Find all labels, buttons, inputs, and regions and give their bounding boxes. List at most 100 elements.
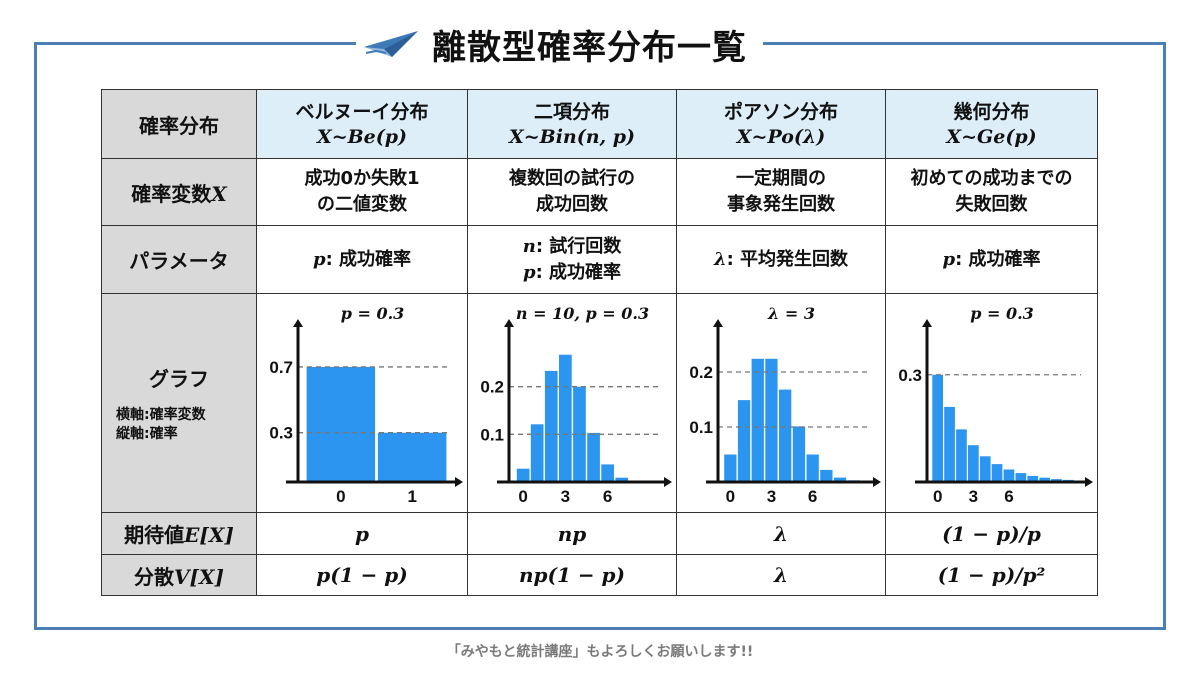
chart-bar xyxy=(979,456,991,482)
chart-x-tick-label: 6 xyxy=(807,487,816,506)
variable-line: 複数回の試行の xyxy=(509,168,635,189)
colhead-poisson: ポアソン分布 X~Po(λ) xyxy=(676,89,886,159)
param-symbol: n xyxy=(522,235,536,257)
chart-bar xyxy=(943,406,955,482)
chart-bar xyxy=(1003,469,1014,482)
cell-var-poisson: λ xyxy=(676,554,886,596)
title-bar: 離散型確率分布一覧 xyxy=(356,18,763,70)
chart-title: λ = 3 xyxy=(767,304,815,323)
cell-graph-binomial: n = 10, p = 0.3 0.1 0.2 0 3 6 xyxy=(467,293,677,513)
dist-notation: X~Be(p) xyxy=(316,126,408,148)
chart-bar xyxy=(792,426,805,482)
chart-y-axis-arrow xyxy=(503,319,514,327)
footer-note: 「みやもと統計講座」もよろしくお願いします!! xyxy=(446,644,754,660)
chart-bar xyxy=(530,424,543,482)
cell-graph-poisson: λ = 3 0.1 0.2 0 3 6 xyxy=(676,293,886,513)
param-symbol: p xyxy=(942,248,956,270)
cell-mean-geometric: (1 − p)/p xyxy=(885,512,1098,555)
row-label-parameter: パラメータ xyxy=(101,225,257,294)
param-symbol: p xyxy=(312,248,326,270)
param-text: : 成功確率 xyxy=(535,261,622,283)
param-text: : 成功確率 xyxy=(955,248,1041,270)
chart-bar xyxy=(806,454,819,482)
chart-y-axis-arrow xyxy=(921,319,932,327)
cell-mean-binomial: np xyxy=(467,512,677,555)
row-label-symbol: E[X] xyxy=(184,523,234,547)
axis-note-y: 縦軸:確率 xyxy=(116,425,178,442)
chart-x-tick-label: 6 xyxy=(1004,487,1013,506)
row-label-symbol: V[X] xyxy=(174,564,224,589)
param-text: : 成功確率 xyxy=(325,248,412,270)
cell-var-geometric: (1 − p)/p² xyxy=(885,554,1098,596)
chart-bar xyxy=(544,370,558,482)
chart-y-axis-arrow xyxy=(292,319,303,327)
colhead-bernoulli: ベルヌーイ分布 X~Be(p) xyxy=(256,89,468,159)
chart-y-tick-label: 0.2 xyxy=(480,378,504,397)
cell-param-geometric: p: 成功確率 xyxy=(885,225,1098,294)
param-text: : 試行回数 xyxy=(535,235,622,257)
chart-x-tick-label: 1 xyxy=(407,487,416,506)
cell-mean-bernoulli: p xyxy=(256,512,468,555)
chart-bar xyxy=(600,464,614,482)
chart-y-tick-label: 0.3 xyxy=(269,424,293,443)
cell-graph-bernoulli: p = 0.3 0.3 0.7 0 1 xyxy=(256,293,468,513)
chart-bar xyxy=(1038,477,1050,482)
dist-notation: X~Po(λ) xyxy=(736,126,826,148)
cell-var-bernoulli: p(1 − p) xyxy=(256,554,468,596)
row-label-text: 分散 xyxy=(134,564,175,589)
chart-bar xyxy=(967,445,979,482)
dist-name: ポアソン分布 xyxy=(723,101,838,123)
cell-variable-bernoulli: 成功0か失敗1 の二値変数 xyxy=(256,158,468,226)
chart-x-tick-label: 0 xyxy=(725,487,734,506)
chart-bar xyxy=(586,432,600,482)
row-label-mean: 期待値E[X] xyxy=(101,512,257,555)
chart-y-tick-label: 0.7 xyxy=(269,358,293,377)
chart-bar xyxy=(516,468,529,482)
poisson-chart: λ = 3 0.1 0.2 0 3 6 xyxy=(689,304,881,506)
bernoulli-chart: p = 0.3 0.3 0.7 0 1 xyxy=(269,304,463,506)
variable-line: 一定期間の xyxy=(736,168,826,189)
dist-notation: X~Bin(n, p) xyxy=(508,126,636,148)
row-label-text: 確率変数 xyxy=(131,181,212,206)
chart-bar xyxy=(955,429,967,482)
chart-bar xyxy=(572,386,586,482)
cell-var-binomial: np(1 − p) xyxy=(467,554,677,596)
paper-plane-logo-icon xyxy=(364,31,418,57)
chart-title: n = 10, p = 0.3 xyxy=(515,304,648,323)
row-label-text: 期待値 xyxy=(124,523,185,547)
chart-x-tick-label: 6 xyxy=(602,487,611,506)
variable-line: 事象発生回数 xyxy=(727,194,835,215)
page-title: 離散型確率分布一覧 xyxy=(432,27,747,68)
cell-param-bernoulli: p: 成功確率 xyxy=(256,225,468,294)
chart-bar xyxy=(931,374,943,482)
chart-y-tick-label: 0.1 xyxy=(689,418,713,437)
param-symbol: λ xyxy=(713,248,727,270)
row-graph: グラフ 横軸:確率変数 縦軸:確率 p = 0.3 0.3 0.7 0 1 n = 10… xyxy=(101,293,1098,513)
chart-x-tick-label: 3 xyxy=(560,487,569,506)
chart-bar xyxy=(833,477,846,482)
cell-param-poisson: λ: 平均発生回数 xyxy=(676,225,886,294)
chart-x-axis-arrow xyxy=(872,477,881,487)
chart-bar xyxy=(614,477,628,482)
chart-bar xyxy=(737,400,750,482)
chart-x-tick-label: 3 xyxy=(968,487,977,506)
distribution-table: 確率分布 ベルヌーイ分布 X~Be(p) 二項分布 X~Bin(n, p) ポア… xyxy=(101,89,1098,596)
chart-bar xyxy=(306,366,375,482)
param-symbol: p xyxy=(522,261,536,283)
row-variable: 確率変数X 成功0か失敗1 の二値変数 複数回の試行の 成功回数 一定期間の 事象発生… xyxy=(101,158,1098,226)
row-label-variance: 分散V[X] xyxy=(101,554,257,596)
cell-param-binomial: n: 試行回数 p: 成功確率 xyxy=(467,225,677,294)
cell-variable-geometric: 初めての成功までの 失敗回数 xyxy=(885,158,1098,226)
variable-line: 失敗回数 xyxy=(955,194,1028,215)
cell-graph-geometric: p = 0.3 0.3 0 3 6 xyxy=(885,293,1098,513)
chart-bar xyxy=(819,469,832,482)
binomial-chart: n = 10, p = 0.3 0.1 0.2 0 3 6 xyxy=(480,304,672,506)
chart-bar xyxy=(991,464,1002,482)
chart-title: p = 0.3 xyxy=(340,304,404,323)
row-label-variable: 確率変数X xyxy=(101,158,257,226)
colhead-geometric: 幾何分布 X~Ge(p) xyxy=(885,89,1098,159)
row-label-graph: グラフ 横軸:確率変数 縦軸:確率 xyxy=(101,293,257,513)
chart-x-axis-arrow xyxy=(1084,477,1093,487)
row-parameter: パラメータ p: 成功確率 n: 試行回数 p: 成功確率 λ: 平均発生回数 p… xyxy=(101,225,1098,294)
chart-x-tick-label: 0 xyxy=(932,487,941,506)
